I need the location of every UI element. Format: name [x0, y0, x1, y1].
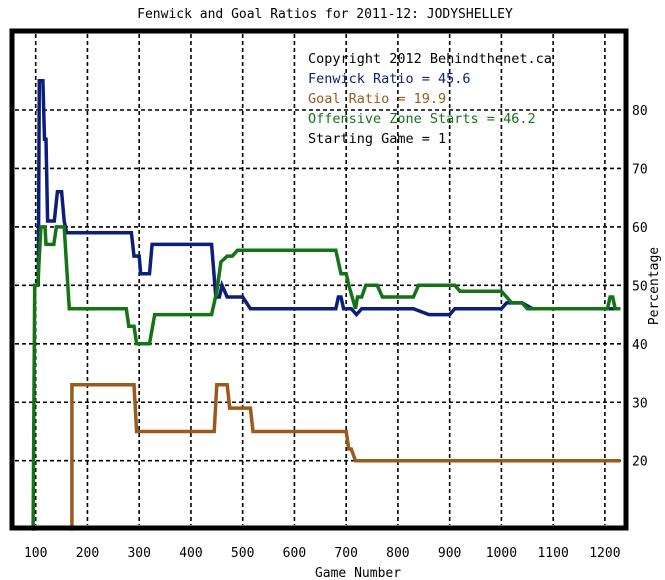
x-tick-label: 1200: [589, 546, 620, 561]
x-tick-label: 500: [231, 546, 254, 561]
annotation-line: Offensive Zone Starts = 46.2: [308, 111, 536, 127]
x-tick-label: 700: [334, 546, 357, 561]
x-tick-label: 900: [438, 546, 461, 561]
plot-frame: [9, 28, 629, 531]
annotation-line: Goal Ratio = 19.9: [308, 91, 446, 107]
x-tick-label: 400: [179, 546, 202, 561]
annotation-line: Starting Game = 1: [308, 131, 446, 147]
x-tick-label: 800: [386, 546, 409, 561]
x-tick-label: 1000: [486, 546, 517, 561]
x-tick-label: 1100: [537, 546, 568, 561]
x-tick-label: 300: [127, 546, 150, 561]
y-axis-label: Percentage: [647, 247, 662, 325]
y-tick-label: 80: [632, 104, 648, 119]
y-tick-label: 40: [632, 338, 648, 353]
y-tick-labels: 20 30 40 50 60 70 80: [632, 104, 648, 470]
x-tick-label: 600: [283, 546, 306, 561]
x-axis-label: Game Number: [315, 566, 401, 580]
series-line-goal-ratio: [70, 382, 621, 531]
chart-title: Fenwick and Goal Ratios for 2011-12: JOD…: [137, 7, 513, 22]
x-tick-label: 100: [24, 546, 47, 561]
y-tick-label: 20: [632, 455, 648, 470]
x-tick-labels: 100 200 300 400 500 600 700 800 900 1000 1100 1200: [24, 546, 621, 561]
series-group: [31, 79, 621, 531]
grid: [15, 34, 623, 525]
series-line-offensive-zone-starts: [31, 225, 621, 531]
legend-annotations: Copyright 2012 Behindthenet.ca Fenwick Ra…: [308, 51, 552, 147]
annotation-line: Fenwick Ratio = 45.6: [308, 71, 471, 87]
y-tick-label: 50: [632, 279, 648, 294]
x-tick-label: 200: [76, 546, 99, 561]
y-tick-label: 60: [632, 221, 648, 236]
y-tick-label: 30: [632, 396, 648, 411]
annotation-line: Copyright 2012 Behindthenet.ca: [308, 51, 552, 67]
y-tick-label: 70: [632, 162, 648, 177]
